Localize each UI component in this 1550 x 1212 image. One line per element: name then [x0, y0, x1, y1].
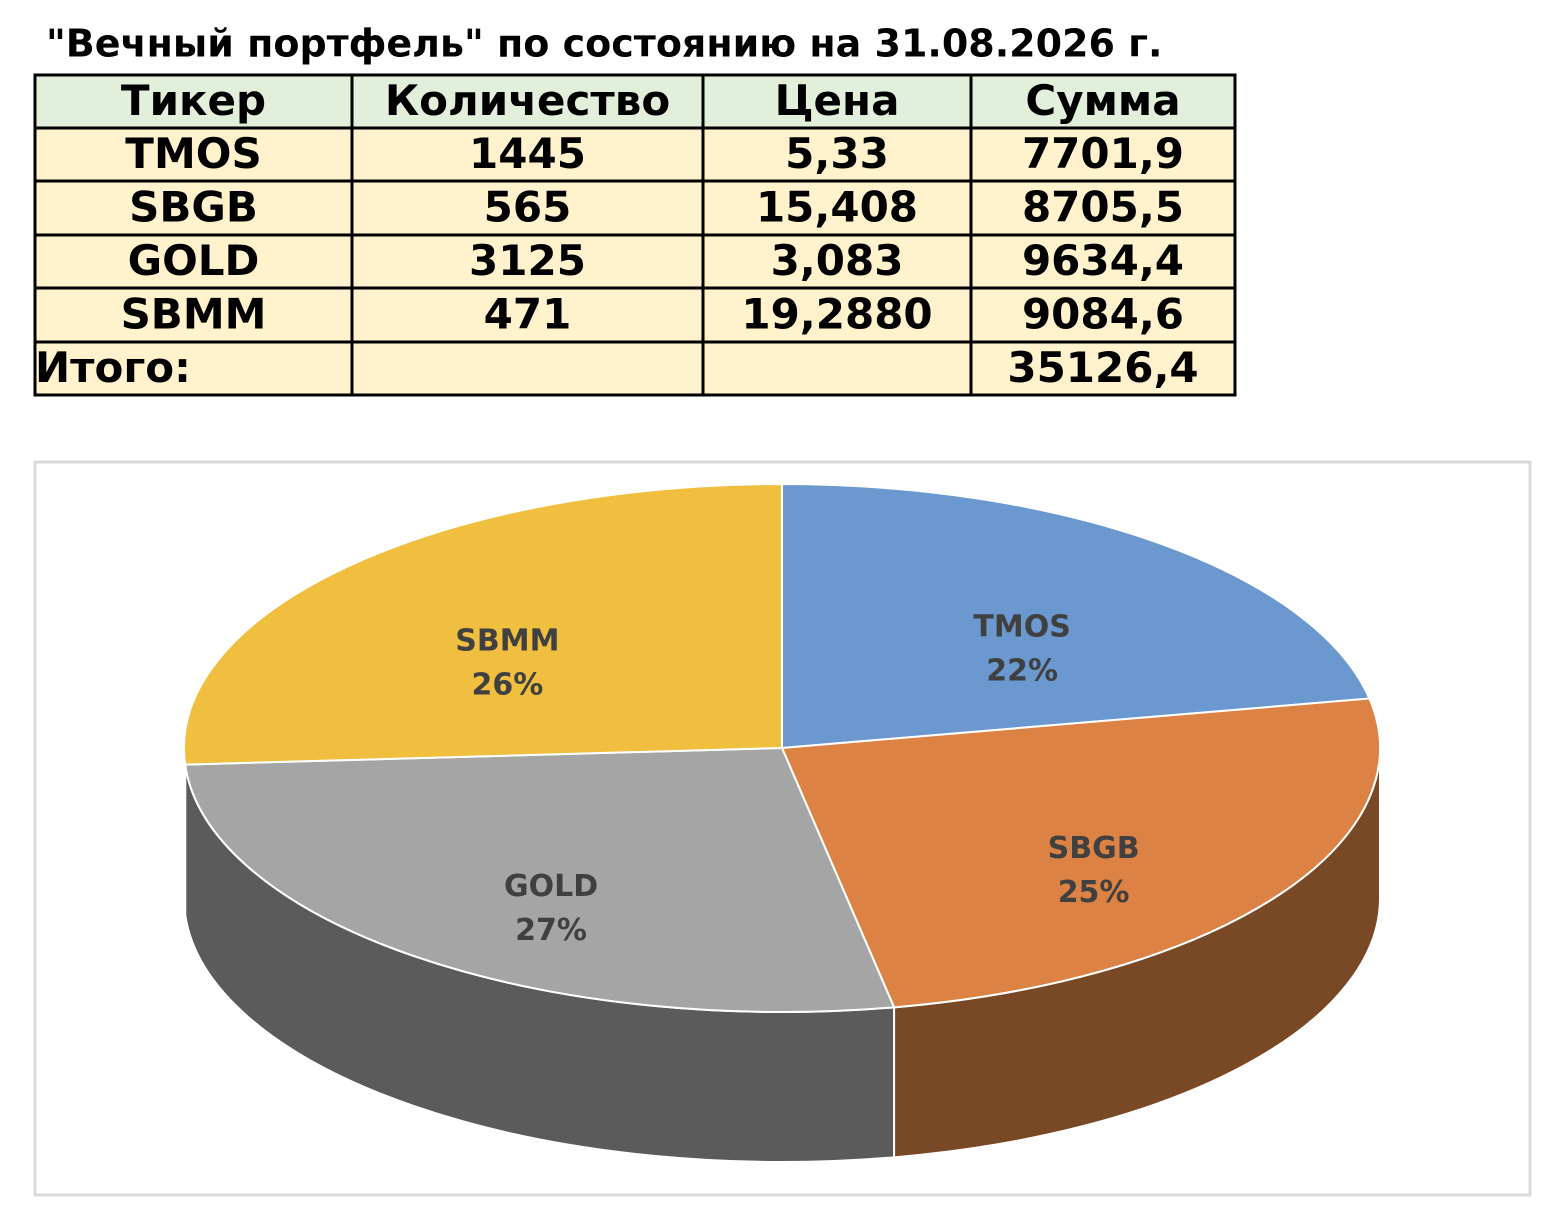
slice-value-label: 26% [471, 668, 543, 703]
table-value: 19,2880 [741, 290, 932, 339]
table-value: 9084,6 [1022, 290, 1184, 339]
table-value: 1445 [469, 129, 586, 178]
table-cell [350, 340, 705, 397]
slice-side [183, 747, 187, 915]
title: "Вечный портфель" по состоянию на 31.08.… [46, 22, 1162, 66]
table-value: GOLD [128, 236, 260, 285]
table-cell [969, 233, 1237, 290]
table-value: SBGB [129, 183, 258, 232]
slice-value-label: 25% [1058, 875, 1130, 910]
table-cell [701, 233, 973, 290]
table-value: 8705,5 [1022, 183, 1184, 232]
table-value: 3125 [469, 236, 586, 285]
table-value: 9634,4 [1022, 236, 1184, 285]
table-value: 7701,9 [1022, 129, 1184, 178]
slice-label: TMOS [973, 609, 1070, 644]
pie-slice [184, 746, 896, 1013]
table-value: 5,33 [785, 129, 889, 178]
table-value: Итого: [35, 343, 191, 392]
table-cell [701, 126, 973, 183]
table-cell [701, 340, 973, 397]
pie-slice [781, 482, 1371, 750]
table-cell [969, 286, 1237, 344]
table-cell [701, 286, 973, 344]
table-value: 565 [484, 183, 572, 232]
slice-value-label: 27% [515, 913, 587, 948]
table-value: 15,408 [756, 183, 918, 232]
table-cell [33, 73, 354, 130]
pie-slice [183, 482, 783, 766]
table-cell [33, 340, 354, 397]
pie-slice [780, 697, 1381, 1009]
table-value: TMOS [125, 129, 261, 178]
table-value: 35126,4 [1007, 343, 1198, 392]
table-header: Цена [775, 76, 900, 125]
table-value: SBMM [121, 290, 267, 339]
table-header: Сумма [1025, 76, 1180, 125]
table-header: Тикер [121, 76, 266, 125]
table-cell [33, 179, 354, 237]
table-cell [969, 340, 1237, 397]
table-header: Количество [385, 76, 670, 125]
table-cell [33, 126, 354, 183]
table-value: 471 [484, 290, 572, 339]
slice-label: SBGB [1048, 831, 1140, 866]
table-cell [33, 233, 354, 290]
slice-label: SBMM [455, 624, 559, 659]
table-cell [701, 179, 973, 237]
slice-label: GOLD [504, 869, 598, 904]
table-value: 3,083 [771, 236, 904, 285]
table-cell [350, 286, 705, 344]
slice-value-label: 22% [986, 653, 1058, 688]
